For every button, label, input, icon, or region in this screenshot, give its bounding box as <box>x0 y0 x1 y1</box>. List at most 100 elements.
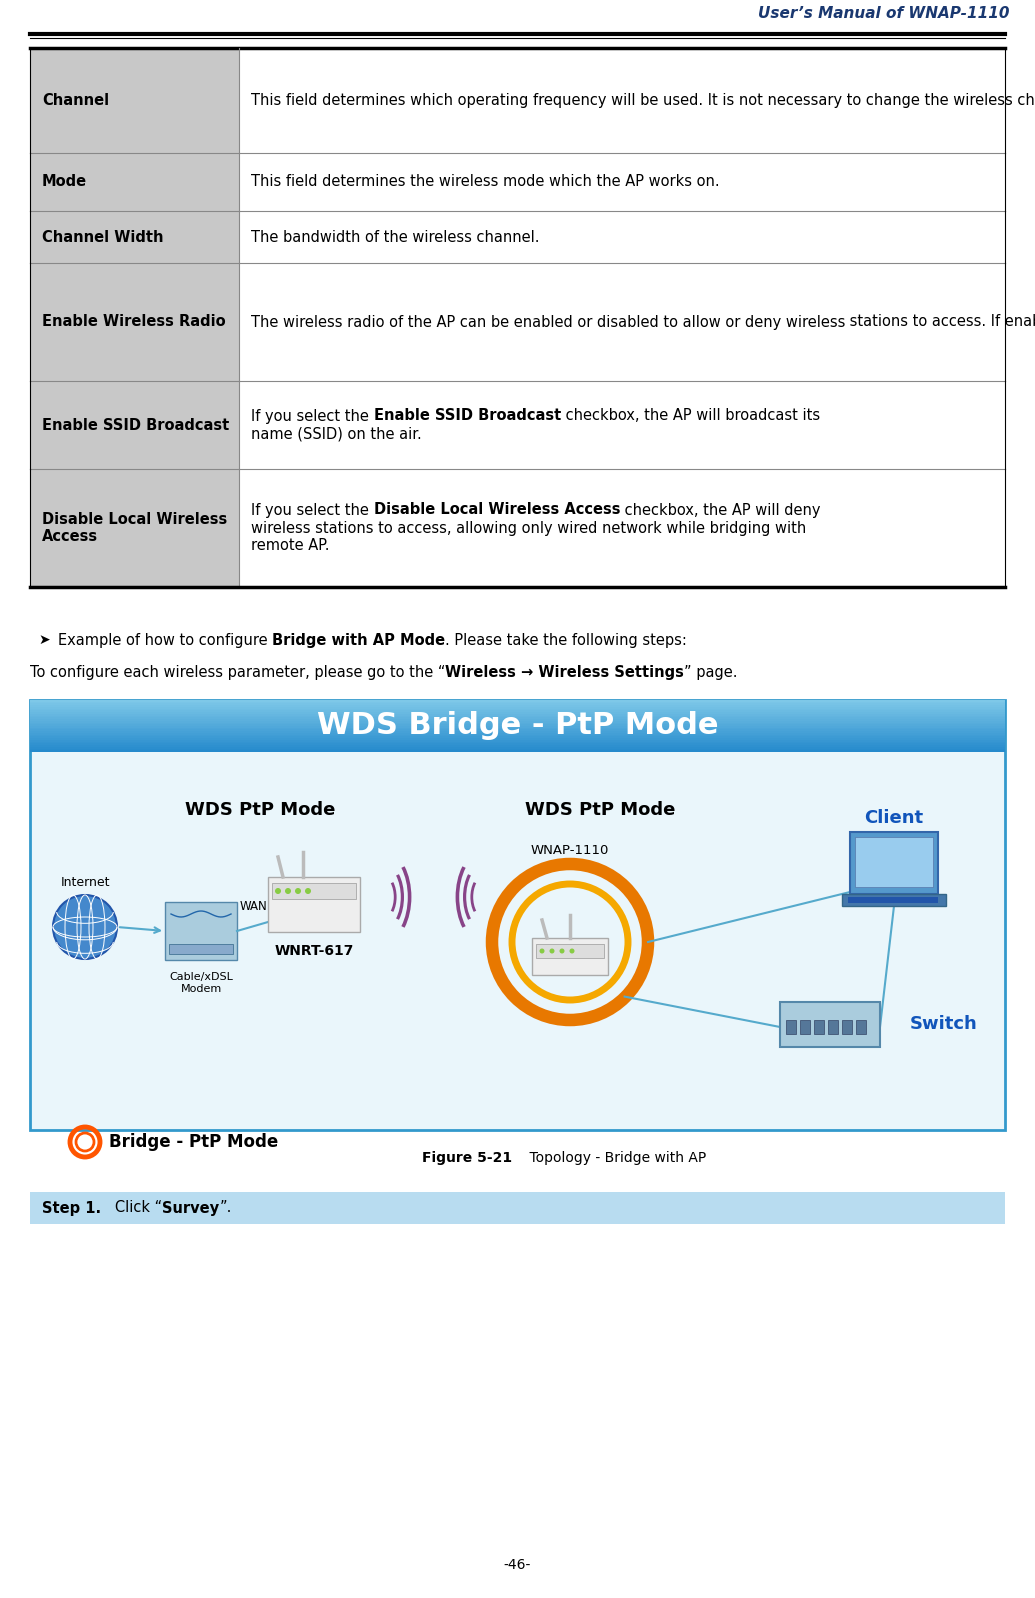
Bar <box>30 703 1005 705</box>
Bar <box>532 938 608 975</box>
Text: WDS PtP Mode: WDS PtP Mode <box>525 801 675 820</box>
Bar <box>30 153 239 211</box>
Text: checkbox, the AP will deny: checkbox, the AP will deny <box>620 502 821 518</box>
Bar <box>268 877 360 932</box>
Text: WDS Bridge - PtP Mode: WDS Bridge - PtP Mode <box>317 711 718 740</box>
Bar <box>30 705 1005 706</box>
Bar <box>239 211 1005 264</box>
Text: remote AP.: remote AP. <box>252 539 329 553</box>
Circle shape <box>53 895 117 959</box>
Bar <box>165 901 237 960</box>
Bar <box>30 722 1005 724</box>
Bar <box>30 741 1005 743</box>
Bar <box>30 700 1005 1130</box>
Bar <box>30 714 1005 716</box>
Text: Mode: Mode <box>42 174 87 190</box>
Bar <box>30 702 1005 703</box>
Text: WNRT-617: WNRT-617 <box>274 944 354 957</box>
Text: Channel Width: Channel Width <box>42 230 164 244</box>
Text: Example of how to configure: Example of how to configure <box>58 633 272 647</box>
Circle shape <box>550 949 555 954</box>
Text: Internet: Internet <box>60 876 110 890</box>
Text: This field determines which operating frequency will be used. It is not necessar: This field determines which operating fr… <box>252 93 842 109</box>
Bar <box>30 740 1005 741</box>
Text: . Please take the following steps:: . Please take the following steps: <box>445 633 687 647</box>
Bar <box>30 748 1005 751</box>
Bar <box>239 48 1005 153</box>
Text: Survey: Survey <box>162 1200 219 1216</box>
Bar <box>30 711 1005 713</box>
Bar <box>842 1020 852 1034</box>
Text: stations to access. If enabled, the wireless stations will be able to access the: stations to access. If enabled, the wire… <box>846 315 1035 329</box>
Bar <box>814 1020 824 1034</box>
Bar <box>30 727 1005 729</box>
Text: Disable Local Wireless Access: Disable Local Wireless Access <box>374 502 620 518</box>
Bar <box>239 264 1005 380</box>
Text: The bandwidth of the wireless channel.: The bandwidth of the wireless channel. <box>252 230 539 244</box>
Text: Channel: Channel <box>42 93 109 109</box>
Text: To configure each wireless parameter, please go to the “: To configure each wireless parameter, pl… <box>30 665 445 679</box>
Text: Wireless → Wireless Settings: Wireless → Wireless Settings <box>445 665 684 679</box>
Bar <box>30 264 239 380</box>
Text: WDS PtP Mode: WDS PtP Mode <box>185 801 335 820</box>
Bar <box>30 468 239 586</box>
Text: Enable SSID Broadcast: Enable SSID Broadcast <box>42 417 229 433</box>
Bar <box>30 48 239 153</box>
Bar <box>30 729 1005 732</box>
Text: This field determines the wireless mode which the AP works on.: This field determines the wireless mode … <box>252 174 719 190</box>
Circle shape <box>285 888 291 893</box>
Text: Enable SSID Broadcast: Enable SSID Broadcast <box>374 409 561 423</box>
Text: If you select the: If you select the <box>252 409 374 423</box>
Circle shape <box>560 949 564 954</box>
Bar <box>30 733 1005 735</box>
Text: Topology - Bridge with AP: Topology - Bridge with AP <box>512 1151 707 1165</box>
Bar <box>30 724 1005 725</box>
Text: Enable Wireless Radio: Enable Wireless Radio <box>42 315 226 329</box>
Circle shape <box>305 888 310 893</box>
Bar <box>30 725 1005 727</box>
Bar <box>30 713 1005 714</box>
Bar <box>786 1020 796 1034</box>
Text: name (SSID) on the air.: name (SSID) on the air. <box>252 427 421 441</box>
Bar <box>800 1020 810 1034</box>
Bar <box>30 1192 1005 1224</box>
Text: WNAP-1110: WNAP-1110 <box>531 844 610 857</box>
Bar <box>30 745 1005 746</box>
Bar <box>536 944 604 957</box>
Bar <box>30 735 1005 737</box>
Text: -46-: -46- <box>503 1558 531 1572</box>
Bar <box>169 944 233 954</box>
Circle shape <box>539 949 544 954</box>
Text: Client: Client <box>864 809 923 828</box>
Text: User’s Manual of WNAP-1110: User’s Manual of WNAP-1110 <box>759 6 1010 21</box>
Bar <box>856 1020 866 1034</box>
Bar <box>239 153 1005 211</box>
Text: ” page.: ” page. <box>684 665 738 679</box>
Bar <box>30 708 1005 711</box>
Text: The wireless radio of the AP can be enabled or disabled to allow or deny wireles: The wireless radio of the AP can be enab… <box>252 315 846 329</box>
Text: Click “: Click “ <box>101 1200 162 1216</box>
Circle shape <box>275 888 280 893</box>
Bar <box>780 1002 880 1047</box>
Bar <box>30 732 1005 733</box>
Text: Disable Local Wireless
Access: Disable Local Wireless Access <box>42 511 228 545</box>
Text: If you select the: If you select the <box>252 502 374 518</box>
Bar <box>30 738 1005 740</box>
Text: Bridge - PtP Mode: Bridge - PtP Mode <box>109 1133 278 1151</box>
Text: WAN: WAN <box>240 901 268 914</box>
Bar <box>855 837 933 887</box>
Bar <box>30 746 1005 748</box>
Bar <box>842 893 946 906</box>
Bar <box>239 380 1005 468</box>
Text: Figure 5-21: Figure 5-21 <box>422 1151 512 1165</box>
Circle shape <box>295 888 301 893</box>
Text: Switch: Switch <box>910 1015 978 1032</box>
Bar <box>30 380 239 468</box>
Bar <box>30 743 1005 745</box>
Bar <box>30 718 1005 719</box>
Text: wireless stations to access, allowing only wired network while bridging with: wireless stations to access, allowing on… <box>252 521 806 535</box>
Bar <box>30 706 1005 708</box>
Bar <box>30 700 1005 702</box>
Bar <box>30 751 1005 753</box>
Text: Step 1.: Step 1. <box>42 1200 101 1216</box>
